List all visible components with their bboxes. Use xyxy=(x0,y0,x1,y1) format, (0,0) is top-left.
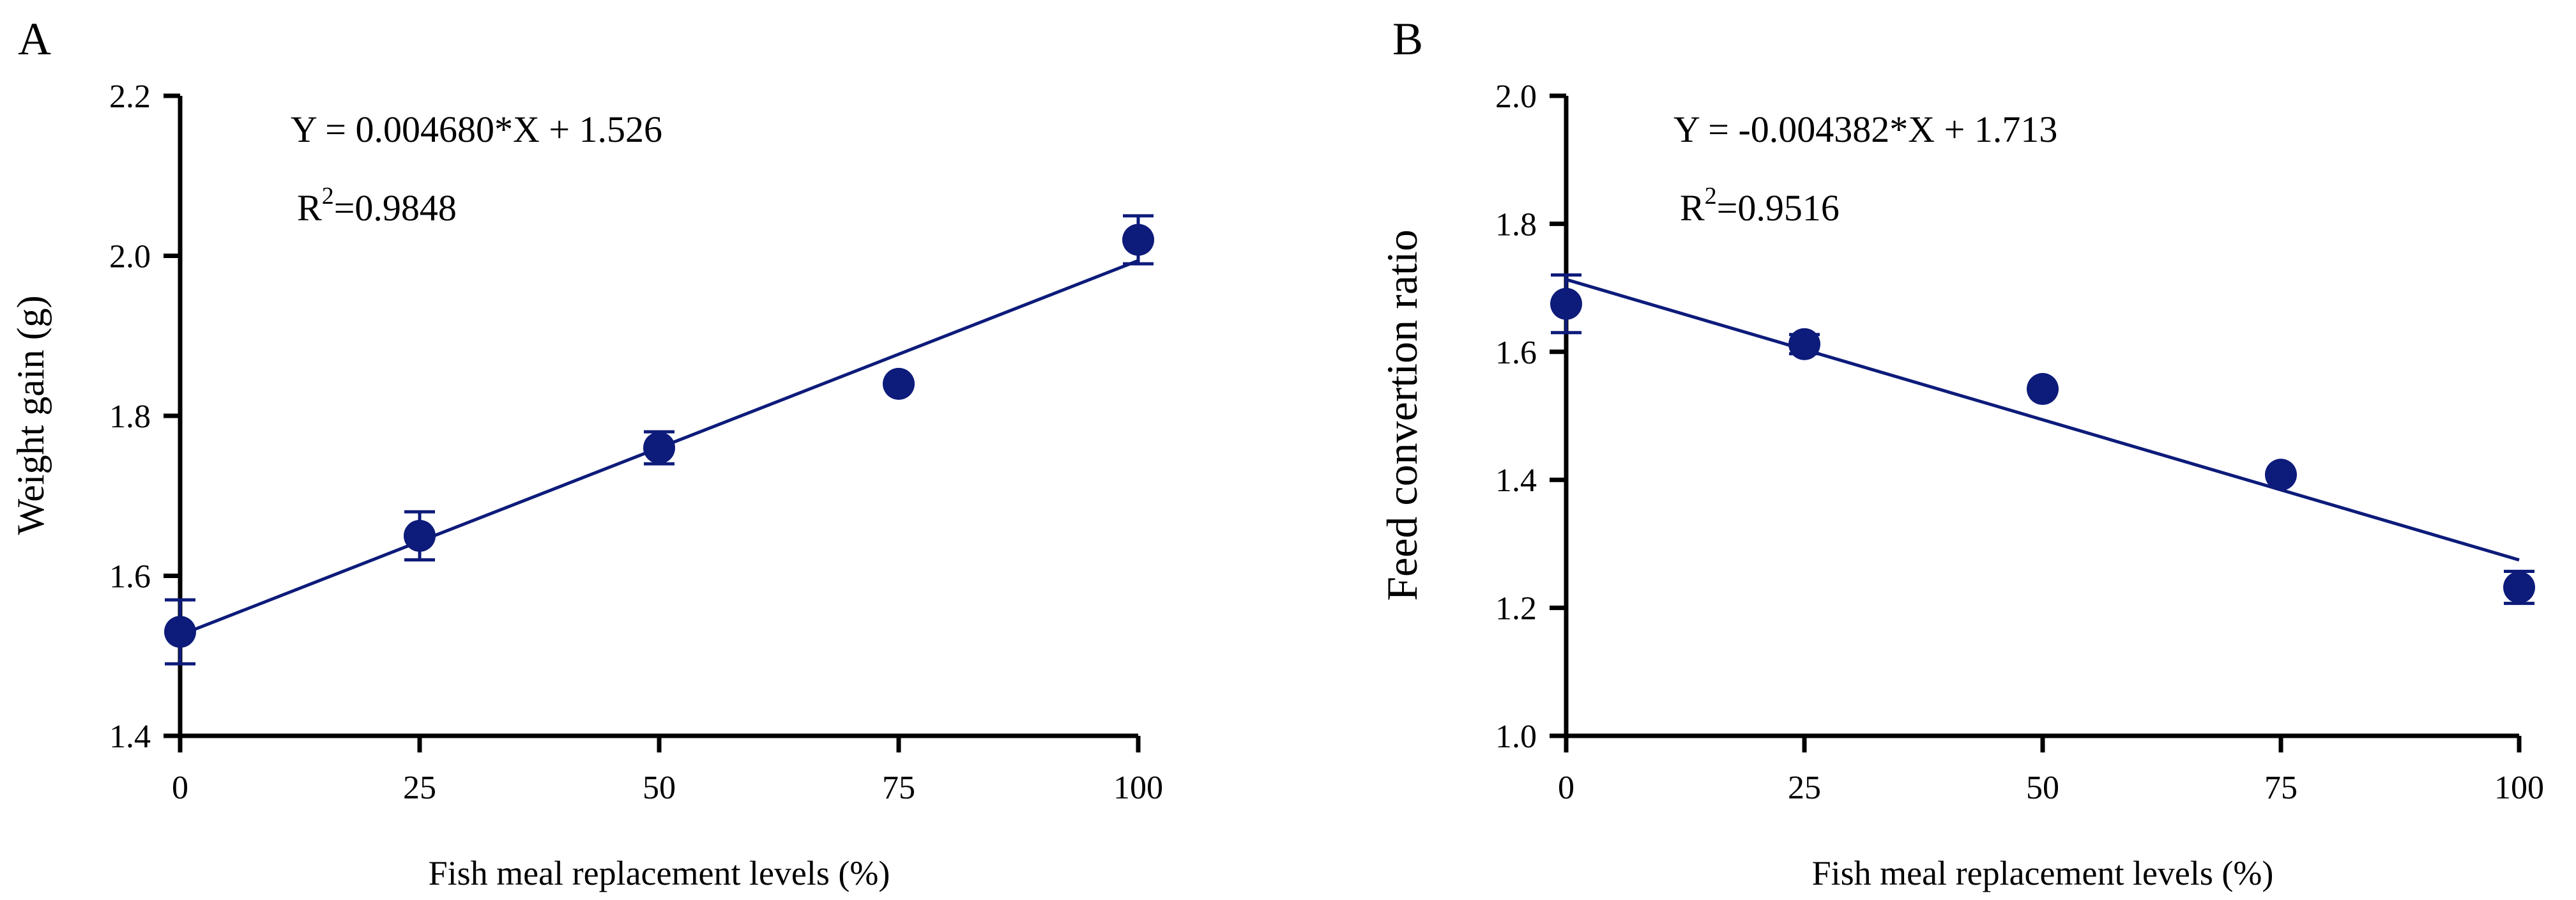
chart-panel-a: A 0 25 50 75 100 1.4 1.6 1.8 2.0 2.2 Fish meal repl… xyxy=(10,13,1163,892)
regression-line xyxy=(1566,278,2520,562)
x-tick-label: 50 xyxy=(2026,770,2059,806)
x-axis-title: Fish meal replacement levels (%) xyxy=(1812,854,2274,892)
regression-equation: Y = 0.004680*X + 1.526 xyxy=(291,109,662,150)
x-tick-label: 25 xyxy=(1788,770,1821,806)
x-tick-label: 50 xyxy=(643,770,676,806)
x-tick-label: 100 xyxy=(2494,770,2544,806)
y-tick-label: 2.0 xyxy=(109,239,151,275)
x-tick-label: 100 xyxy=(1113,770,1163,806)
x-tick-label: 25 xyxy=(403,770,436,806)
x-axis-title: Fish meal replacement levels (%) xyxy=(429,854,890,892)
y-tick-label: 1.4 xyxy=(109,719,151,755)
y-tick-label: 1.0 xyxy=(1495,719,1537,755)
data-point xyxy=(2027,372,2059,405)
r-squared-value: =0.9516 xyxy=(1717,187,1840,229)
r-squared: R2=0.9848 xyxy=(297,183,457,229)
y-tick-label: 1.4 xyxy=(1495,462,1537,499)
data-point xyxy=(164,616,196,648)
data-point xyxy=(643,432,675,464)
y-tick-label: 1.2 xyxy=(1495,591,1537,627)
r-squared-prefix: R xyxy=(1680,187,1705,229)
r-squared-value: =0.9848 xyxy=(334,187,457,229)
y-tick-label: 1.6 xyxy=(109,559,151,595)
regression-equation: Y = -0.004382*X + 1.713 xyxy=(1673,109,2057,150)
r-squared-superscript: 2 xyxy=(1705,183,1717,210)
y-tick-label: 2.2 xyxy=(109,79,151,115)
y-tick-label: 1.8 xyxy=(1495,206,1537,243)
x-tick-label: 75 xyxy=(2264,770,2298,806)
data-point xyxy=(1788,328,1820,360)
r-squared-prefix: R xyxy=(297,187,322,229)
y-tick-label: 1.6 xyxy=(1495,335,1537,371)
x-tick-label: 0 xyxy=(1558,770,1574,806)
panel-label: B xyxy=(1392,13,1423,65)
y-tick-label: 1.8 xyxy=(109,399,151,435)
data-point xyxy=(404,519,436,552)
data-point xyxy=(2503,571,2535,604)
panel-label: A xyxy=(18,13,51,65)
data-point xyxy=(883,367,915,400)
data-point xyxy=(1550,287,1582,320)
x-tick-label: 0 xyxy=(172,770,188,806)
x-tick-label: 75 xyxy=(882,770,915,806)
r-squared-superscript: 2 xyxy=(322,183,334,210)
y-axis-title: Feed convertion ratio xyxy=(1378,229,1426,601)
data-point xyxy=(1122,224,1154,256)
y-axis-title: Weight gain (g) xyxy=(10,295,52,535)
r-squared: R2=0.9516 xyxy=(1680,183,1840,229)
chart-panel-b: B 0 25 50 75 100 1.0 1.2 1.4 1.6 1.8 2.0 Fish meal r… xyxy=(1378,13,2544,892)
data-point xyxy=(2265,459,2297,491)
y-tick-label: 2.0 xyxy=(1495,79,1537,115)
